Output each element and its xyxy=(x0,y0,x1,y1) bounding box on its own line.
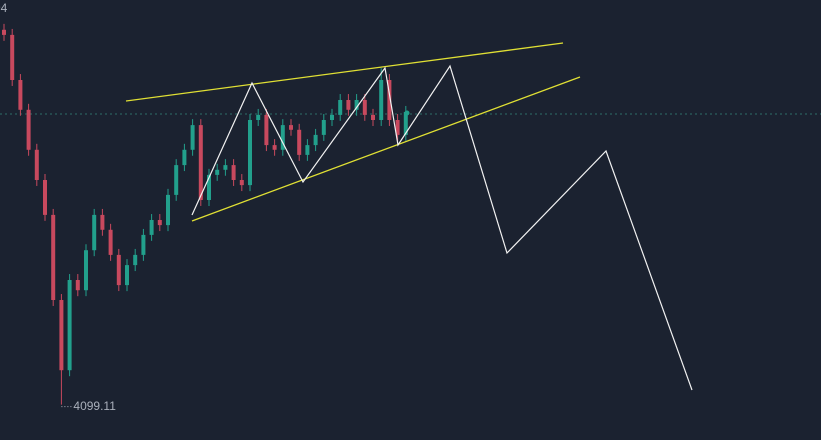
price-dot xyxy=(404,110,410,116)
candles xyxy=(2,23,408,405)
body xyxy=(43,180,47,215)
body xyxy=(26,109,31,150)
body xyxy=(395,120,400,135)
body xyxy=(346,100,351,110)
body xyxy=(108,229,113,255)
body xyxy=(379,80,384,120)
body xyxy=(313,134,318,146)
body xyxy=(272,145,277,150)
high-label: 4994 xyxy=(0,1,8,15)
body xyxy=(338,100,343,115)
body xyxy=(403,111,408,135)
body xyxy=(362,100,367,115)
body xyxy=(198,125,203,200)
body xyxy=(264,114,269,146)
body xyxy=(157,220,162,226)
body xyxy=(256,114,261,120)
body xyxy=(207,174,211,200)
body xyxy=(149,220,154,235)
body xyxy=(321,120,326,135)
body xyxy=(133,254,138,266)
trend-line-lower xyxy=(191,76,581,222)
trend-line-upper xyxy=(125,42,564,102)
body xyxy=(371,114,375,120)
body xyxy=(59,300,64,371)
body xyxy=(75,280,80,291)
body xyxy=(330,114,334,120)
body xyxy=(248,120,252,186)
zigzag-projection xyxy=(191,64,693,391)
body xyxy=(387,80,392,120)
body xyxy=(182,149,187,166)
body xyxy=(289,125,293,130)
body xyxy=(51,214,56,300)
body xyxy=(18,80,23,110)
body xyxy=(166,194,170,226)
body xyxy=(305,145,310,155)
body xyxy=(215,169,220,175)
body xyxy=(190,125,195,150)
body xyxy=(84,250,88,291)
low-label: 4099.11 xyxy=(73,399,116,413)
body xyxy=(67,280,72,371)
body xyxy=(2,29,6,35)
body xyxy=(10,34,15,80)
body xyxy=(34,149,39,180)
body xyxy=(231,165,236,180)
body xyxy=(223,165,228,170)
body xyxy=(92,214,97,251)
body xyxy=(174,165,179,195)
body xyxy=(239,180,244,186)
body xyxy=(100,214,105,230)
body xyxy=(280,125,285,150)
body xyxy=(354,100,359,110)
body xyxy=(125,265,129,286)
body xyxy=(141,234,146,255)
body xyxy=(116,254,121,286)
body xyxy=(297,129,302,155)
